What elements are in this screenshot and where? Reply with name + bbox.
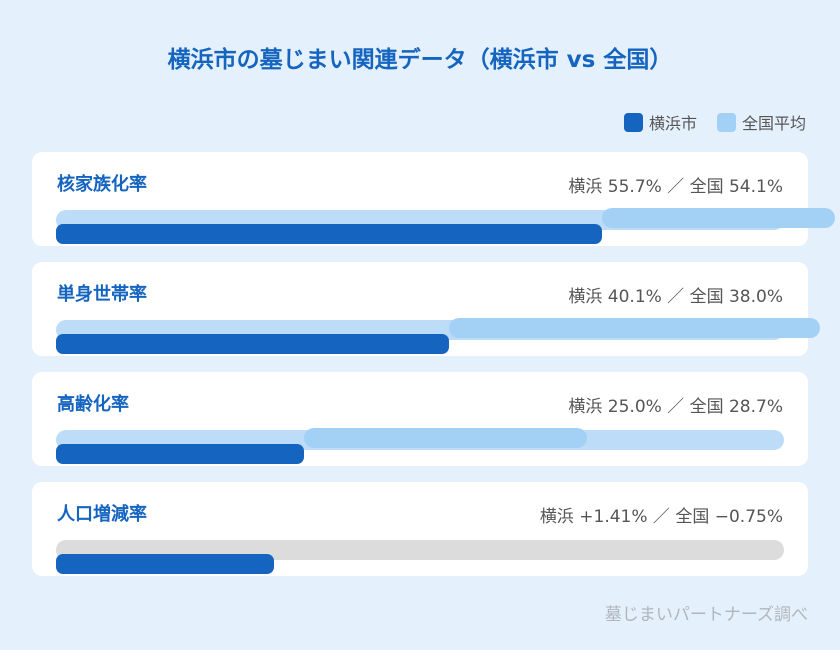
legend-swatch-national <box>716 112 736 132</box>
legend-swatch-yokohama <box>623 112 643 132</box>
metric-card: 人口増減率 横浜 +1.41% ／ 全国 −0.75% <box>32 482 808 576</box>
metric-card: 核家族化率 横浜 55.7% ／ 全国 54.1% <box>32 152 835 246</box>
bar-yokohama <box>56 444 304 464</box>
source-note: 墓じまいパートナーズ調べ <box>604 605 808 625</box>
metric-label: 単身世帯率 <box>57 284 147 305</box>
legend-item-yokohama: 横浜市 <box>623 110 697 134</box>
metric-label: 人口増減率 <box>57 504 147 525</box>
metric-card: 高齢化率 横浜 25.0% ／ 全国 28.7% <box>32 372 808 466</box>
metric-values: 横浜 40.1% ／ 全国 38.0% <box>568 287 783 307</box>
bar-yokohama <box>56 224 602 244</box>
bar-national <box>449 318 821 338</box>
metric-values: 横浜 +1.41% ／ 全国 −0.75% <box>539 507 783 527</box>
legend-label-national: 全国平均 <box>741 114 806 133</box>
metric-label: 高齢化率 <box>57 394 129 415</box>
metric-card: 単身世帯率 横浜 40.1% ／ 全国 38.0% <box>32 262 821 356</box>
bar-national <box>602 208 835 228</box>
legend-item-national: 全国平均 <box>716 110 806 134</box>
bar-yokohama <box>56 554 275 574</box>
legend-label-yokohama: 横浜市 <box>648 114 697 133</box>
bar-yokohama <box>56 334 450 354</box>
metric-values: 横浜 55.7% ／ 全国 54.1% <box>568 177 783 197</box>
metric-label: 核家族化率 <box>57 174 147 195</box>
chart-title: 横浜市の墓じまい関連データ（横浜市 vs 全国） <box>167 47 673 73</box>
metric-values: 横浜 25.0% ／ 全国 28.7% <box>568 397 783 417</box>
legend: 横浜市 全国平均 <box>604 110 806 134</box>
bar-national <box>303 428 588 448</box>
